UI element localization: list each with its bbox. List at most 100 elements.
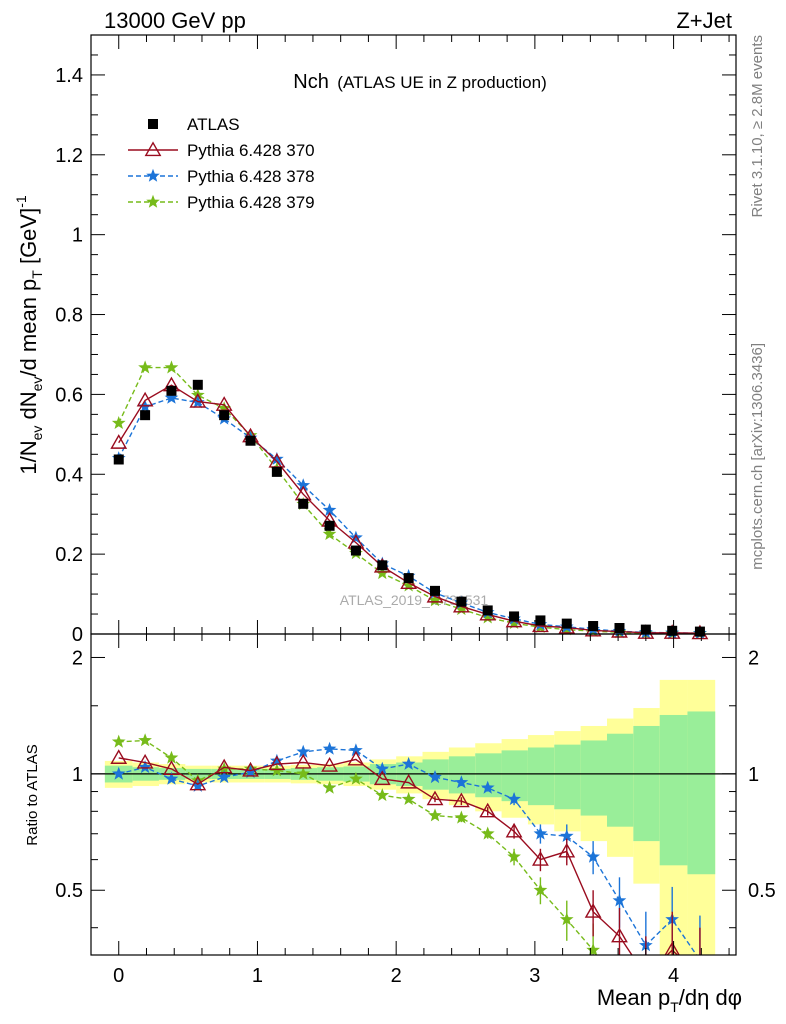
main-y-tick-label: 0.2 <box>55 544 83 566</box>
ratio-point-pythia-6-428-370 <box>611 927 628 943</box>
ratio-point-pythia-6-428-370 <box>505 822 523 838</box>
main-point-atlas <box>535 615 546 626</box>
x-axis-label: Mean pT/dη dφ <box>597 985 742 1015</box>
main-point-pythia-6-428-370 <box>110 434 128 449</box>
ratio-point-pythia-6-428-378 <box>322 741 337 755</box>
ratio-y-tick-label: 2 <box>72 647 83 669</box>
ratio-point-pythia-6-428-379 <box>480 826 495 840</box>
ratio-point-pythia-6-428-379 <box>296 766 311 780</box>
ratio-point-pythia-6-428-378 <box>533 826 548 840</box>
ratio-point-pythia-6-428-370 <box>347 750 365 766</box>
legend-marker-pythia-6-428-370 <box>144 141 162 157</box>
ratio-point-pythia-6-428-370 <box>294 753 312 769</box>
legend-label-atlas: ATLAS <box>187 115 240 134</box>
main-point-pythia-6-428-378 <box>322 503 337 516</box>
main-y-tick-label: 1 <box>72 225 83 247</box>
main-y-axis-label: 1/Nev dNev/d mean pT [GeV]-1 <box>13 195 45 475</box>
ratio-point-pythia-6-428-379 <box>375 788 390 802</box>
ratio-point-pythia-6-428-370 <box>242 761 259 777</box>
ratio-point-pythia-6-428-370 <box>639 969 653 982</box>
main-point-atlas <box>588 621 599 632</box>
ratio-point-pythia-6-428-378 <box>111 766 126 780</box>
ratio-y-ticks: 0.5 0.5 1 1 2 2 <box>55 647 776 929</box>
ratio-point-pythia-6-428-370 <box>268 755 286 771</box>
main-point-atlas <box>667 625 678 636</box>
plot-title-sub: (ATLAS UE in Z production) <box>337 73 546 92</box>
ratio-point-pythia-6-428-378 <box>243 765 258 778</box>
x-tick-label: 0 <box>113 965 124 987</box>
ratio-y-tick-label: 0.5 <box>55 880 83 902</box>
ratio-point-pythia-6-428-378 <box>559 829 574 842</box>
main-y-tick-label: 1.2 <box>55 145 83 167</box>
legend-label-pythia-6-428-370: Pythia 6.428 370 <box>187 141 315 160</box>
ratio-point-pythia-6-428-378 <box>375 761 390 775</box>
legend-marker-atlas <box>148 119 158 129</box>
ratio-x-ticks: 0 1 2 3 4 <box>90 634 730 987</box>
svg-text:Nch (ATLAS UE in Z pro: Nch (ATLAS UE in Z production) <box>293 71 546 93</box>
watermark: ATLAS_2019_I1736531 <box>340 592 489 608</box>
main-point-atlas <box>430 585 440 596</box>
ratio-point-pythia-6-428-378 <box>296 744 311 758</box>
main-point-atlas <box>324 520 335 531</box>
ratio-point-pythia-6-428-370 <box>558 842 576 858</box>
rivet-version-label: Rivet 3.1.10, ≥ 2.8M events <box>749 35 766 218</box>
x-tick-label: 1 <box>252 965 263 987</box>
main-y-ticks: 0 0.2 0.4 0.6 0.8 1 1.2 1.4 <box>55 54 736 646</box>
main-point-atlas <box>377 560 388 571</box>
ratio-point-pythia-6-428-370 <box>452 792 470 808</box>
legend-label-pythia-6-428-378: Pythia 6.428 378 <box>187 167 315 186</box>
ratio-point-pythia-6-428-379 <box>164 750 179 764</box>
ratio-point-pythia-6-428-379 <box>559 912 574 926</box>
main-point-atlas <box>694 626 705 637</box>
ratio-y-tick-label-right: 2 <box>748 647 759 669</box>
ratio-inner-band <box>659 714 688 866</box>
ratio-point-pythia-6-428-378 <box>428 770 442 784</box>
ratio-point-pythia-6-428-378 <box>138 760 152 774</box>
main-y-tick-label: 0 <box>72 624 83 646</box>
main-point-pythia-6-428-378 <box>296 478 311 492</box>
ratio-plot-frame <box>90 633 737 956</box>
main-y-tick-label: 1.4 <box>55 65 83 87</box>
ratio-point-pythia-6-428-379 <box>138 733 152 747</box>
main-point-atlas <box>219 410 230 421</box>
main-point-atlas <box>298 498 309 509</box>
legend-label-pythia-6-428-379: Pythia 6.428 379 <box>187 193 315 212</box>
ratio-point-pythia-6-428-370 <box>584 903 602 918</box>
ratio-point-pythia-6-428-378 <box>349 743 363 757</box>
ratio-point-pythia-6-428-379 <box>507 849 521 863</box>
ratio-point-pythia-6-428-379 <box>428 808 442 822</box>
main-point-pythia-6-428-379 <box>454 602 469 616</box>
ratio-uncertainty-bands <box>104 679 716 955</box>
main-point-atlas <box>271 466 282 477</box>
main-point-atlas <box>403 573 414 584</box>
main-point-pythia-6-428-379 <box>164 360 179 374</box>
ratio-inner-band <box>448 756 476 794</box>
ratio-point-pythia-6-428-370 <box>426 790 444 806</box>
ratio-point-pythia-6-428-370 <box>110 749 128 764</box>
ratio-inner-band <box>687 711 716 875</box>
ratio-point-pythia-6-428-370 <box>532 851 549 866</box>
main-point-pythia-6-428-379 <box>507 616 521 629</box>
ratio-point-pythia-6-428-370 <box>163 760 180 775</box>
main-point-atlas <box>456 596 467 607</box>
ratio-y-tick-label: 1 <box>72 764 83 786</box>
mcplots-label: mcplots.cern.ch [arXiv:1306.3436] <box>749 343 766 570</box>
ratio-y-tick-label-right: 1 <box>748 764 759 786</box>
ratio-inner-band <box>501 750 528 802</box>
ratio-point-pythia-6-428-370 <box>693 969 707 982</box>
ratio-point-pythia-6-428-378 <box>191 778 205 792</box>
plot-title: Nch (ATLAS UE in Z production) <box>293 71 546 93</box>
plot-title-main: Nch <box>293 71 329 93</box>
ratio-point-pythia-6-428-378 <box>612 893 627 907</box>
main-point-atlas <box>166 385 177 396</box>
ratio-point-pythia-6-428-378 <box>454 775 469 789</box>
main-point-pythia-6-428-379 <box>111 416 126 429</box>
ratio-point-pythia-6-428-378 <box>164 771 179 785</box>
ratio-point-pythia-6-428-378 <box>217 770 231 784</box>
main-point-pythia-6-428-379 <box>480 610 495 624</box>
ratio-point-pythia-6-428-370 <box>215 758 233 774</box>
ratio-y-tick-label-right: 0.5 <box>748 880 776 902</box>
main-point-pythia-6-428-379 <box>217 401 231 415</box>
ratio-line-pythia-6-428-370 <box>118 757 679 955</box>
